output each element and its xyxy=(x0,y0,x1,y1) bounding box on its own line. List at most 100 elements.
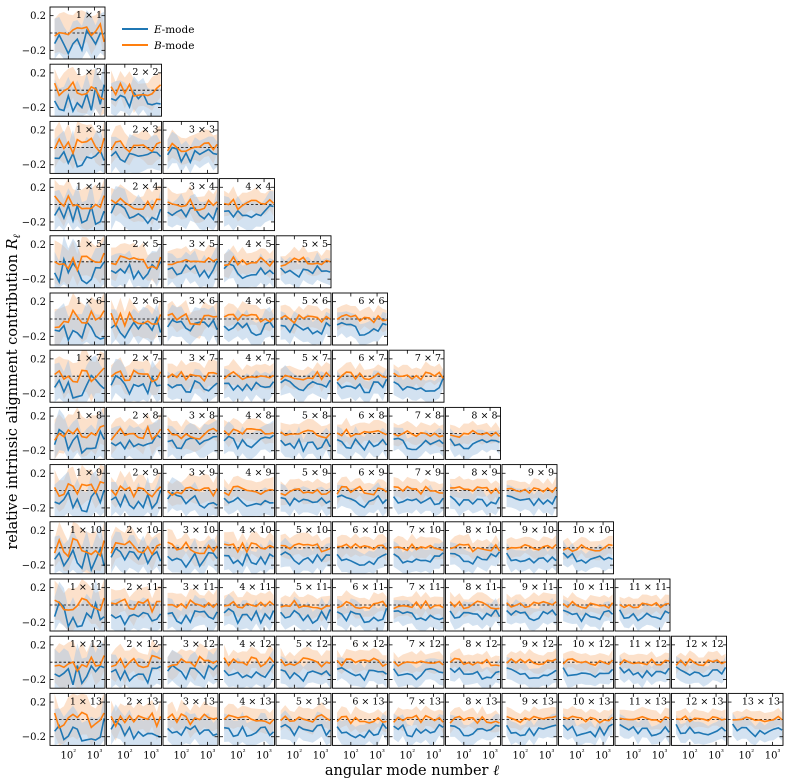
e-mode-line xyxy=(167,260,218,280)
b-mode-line xyxy=(223,198,275,211)
panel-label: 2 × 8 xyxy=(132,410,158,421)
panel-2x13: 2 × 13 10² 10³ xyxy=(106,692,162,761)
panel-8x13: 8 × 13 10² 10³ xyxy=(445,692,501,761)
b-mode-line xyxy=(506,657,557,666)
panel-label: 7 × 10 xyxy=(409,525,441,536)
e-mode-band xyxy=(280,365,331,403)
e-mode-line xyxy=(166,318,218,332)
e-mode-line xyxy=(223,320,275,337)
b-mode-line xyxy=(336,371,387,382)
x-tick-label: 10³ xyxy=(595,748,611,761)
panel-label: 4 × 13 xyxy=(239,696,271,707)
panel-frame xyxy=(388,406,445,460)
panel-frame xyxy=(219,235,275,289)
panel-frame xyxy=(388,578,445,632)
e-mode-line xyxy=(280,264,331,279)
panel-8x10: 8 × 10 xyxy=(445,521,501,575)
panel-7x11: 7 × 11 xyxy=(388,578,445,632)
b-mode-line xyxy=(110,424,162,441)
e-mode-band xyxy=(337,311,387,345)
panel-3x12: 3 × 12 xyxy=(162,635,219,689)
e-mode-line xyxy=(280,496,331,507)
panel-frame xyxy=(275,235,332,289)
panel-1x6: 1 × 6 0.2 −0.2 xyxy=(22,292,106,346)
panel-9x11: 9 × 11 xyxy=(501,578,558,632)
panel-6x11: 6 × 11 xyxy=(332,578,388,632)
panel-label: 1 × 8 xyxy=(76,410,102,421)
panel-frame xyxy=(332,521,388,575)
b-mode-line xyxy=(336,428,387,438)
panel-label: 9 × 12 xyxy=(522,639,554,650)
y-tick-label: 0.2 xyxy=(30,640,46,651)
b-mode-line xyxy=(562,658,614,667)
panel-label: 3 × 5 xyxy=(189,239,215,250)
b-mode-line xyxy=(336,313,387,324)
b-mode-line xyxy=(562,543,613,553)
panel-label: 2 × 9 xyxy=(132,468,158,479)
e-mode-line xyxy=(166,146,218,165)
panel-frame xyxy=(614,635,671,689)
e-mode-line xyxy=(166,491,218,509)
panel-frame xyxy=(162,464,219,518)
x-tick-label: 10³ xyxy=(256,748,272,761)
panel-label: 6 × 9 xyxy=(358,468,384,479)
e-mode-band xyxy=(337,426,387,460)
b-mode-line xyxy=(506,600,557,609)
b-mode-line xyxy=(336,715,387,725)
b-mode-line xyxy=(449,543,501,553)
panel-6x9: 6 × 9 xyxy=(332,464,388,518)
e-mode-line xyxy=(506,667,557,680)
e-mode-line xyxy=(110,611,162,627)
panel-frame xyxy=(275,635,332,689)
panel-5x8: 5 × 8 xyxy=(275,406,332,460)
e-mode-line xyxy=(54,664,105,686)
panel-label: 5 × 6 xyxy=(302,296,328,307)
e-mode-line xyxy=(618,609,670,622)
e-mode-band xyxy=(732,712,783,746)
panel-8x12: 8 × 12 xyxy=(445,635,501,689)
b-mode-line xyxy=(223,370,275,381)
panel-label: 5 × 9 xyxy=(302,468,328,479)
panel-label: 6 × 13 xyxy=(352,696,384,707)
e-mode-line xyxy=(110,547,162,566)
panel-label: 7 × 8 xyxy=(415,410,441,421)
y-tick-label: 0.2 xyxy=(30,469,46,480)
b-mode-line xyxy=(53,80,105,101)
panel-frame xyxy=(49,235,106,289)
panel-frame xyxy=(49,578,106,632)
panel-label: 1 × 4 xyxy=(76,182,102,193)
panel-label: 9 × 10 xyxy=(522,525,554,536)
panel-label: 9 × 13 xyxy=(522,696,554,707)
e-mode-line xyxy=(224,204,274,219)
panel-label: 11 × 13 xyxy=(629,696,667,707)
b-mode-line xyxy=(393,714,444,724)
panel-9x13: 9 × 13 10² 10³ xyxy=(501,692,558,761)
y-tick-label: −0.2 xyxy=(22,618,46,629)
e-mode-line xyxy=(223,663,275,679)
b-mode-line xyxy=(280,370,331,381)
b-mode-line xyxy=(53,424,105,441)
y-tick-label: −0.2 xyxy=(22,732,46,743)
panel-frame xyxy=(388,521,445,575)
panel-4x4: 4 × 4 xyxy=(219,178,275,232)
b-mode-line xyxy=(223,313,275,323)
panel-3x3: 3 × 3 xyxy=(162,120,219,174)
panel-label: 4 × 12 xyxy=(239,639,271,650)
e-mode-line xyxy=(224,381,275,392)
x-tick-label: 10³ xyxy=(313,748,329,761)
panel-1x12: 1 × 12 0.2 −0.2 xyxy=(22,635,106,689)
e-mode-band xyxy=(393,368,444,403)
panel-1x4: 1 × 4 0.2 −0.2 xyxy=(22,178,106,232)
panel-10x12: 10 × 12 xyxy=(558,635,614,689)
panel-label: 1 × 10 xyxy=(70,525,102,536)
panel-frame xyxy=(445,406,501,460)
panel-grid: 1 × 1 0.2 −0.2 1 × 2 0.2 −0.2 2 × 2 1 × 3 0.2 −0.… xyxy=(22,6,784,761)
y-tick-label: 0.2 xyxy=(30,583,46,594)
x-tick-label: 10² xyxy=(739,748,755,761)
panel-10x13: 10 × 13 10² 10³ xyxy=(558,692,614,761)
e-mode-line xyxy=(280,378,331,392)
b-mode-line xyxy=(53,194,105,210)
e-mode-band xyxy=(280,426,331,460)
y-tick-label: 0.2 xyxy=(30,526,46,537)
b-mode-line xyxy=(166,427,218,440)
